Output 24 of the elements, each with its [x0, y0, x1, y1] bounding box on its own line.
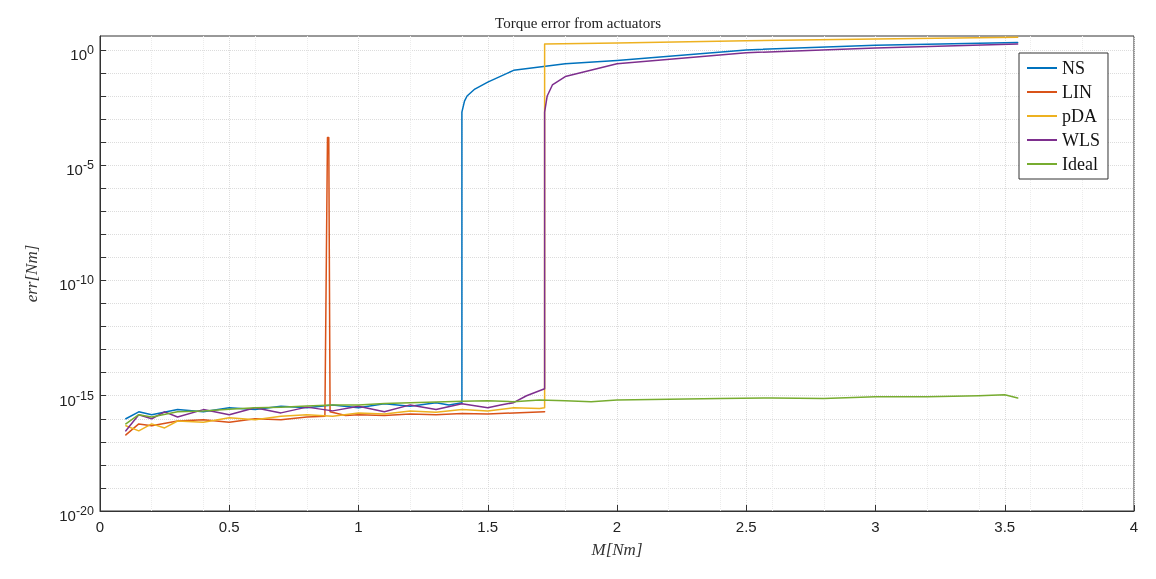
- x-axis-title: M[Nm]: [590, 540, 643, 559]
- x-tick-label: 0: [95, 518, 105, 535]
- x-tick-label: 3: [871, 518, 880, 535]
- line-series: [125, 394, 1019, 425]
- y-tick-label: 10$^{-5}$: [66, 157, 94, 179]
- x-tick-label: 4: [1129, 518, 1139, 535]
- x-tick-label: 0.5: [218, 518, 240, 535]
- legend-label: pDA: [1062, 106, 1097, 126]
- chart-title: Torque error from actuators: [495, 14, 662, 31]
- x-tick-label: 2: [612, 518, 622, 535]
- x-tick-label: 1: [354, 518, 363, 535]
- legend-label: LIN: [1062, 82, 1092, 102]
- y-tick-label: 10$^{-10}$: [59, 272, 94, 294]
- x-tick-label: 2.5: [735, 518, 757, 535]
- y-tick-label: 10$^{-15}$: [59, 387, 94, 409]
- y-tick-label: 10$^{-20}$: [59, 503, 94, 524]
- x-tick-label: 1.5: [477, 518, 499, 535]
- y-axis-title: err[Nm]: [22, 244, 41, 303]
- legend-label: WLS: [1062, 130, 1100, 150]
- y-tick-label: 10$^{0}$: [70, 41, 94, 63]
- line-series: [125, 136, 546, 436]
- legend-label: NS: [1062, 58, 1086, 78]
- x-tick-label: 3.5: [994, 518, 1016, 535]
- legend-label: Ideal: [1062, 154, 1098, 174]
